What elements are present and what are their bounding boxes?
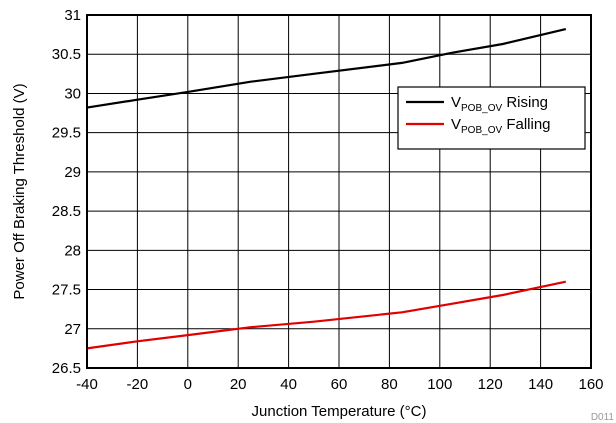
x-tick-label: 20: [230, 376, 247, 393]
legend-label-suffix: Rising: [502, 94, 548, 111]
legend-label-1: VPOB_OV Falling: [451, 116, 551, 136]
legend-label-subscript: POB_OV: [461, 125, 502, 136]
x-tick-label: 0: [184, 376, 192, 393]
y-axis-title: Power Off Braking Threshold (V): [11, 83, 28, 299]
x-tick-label: 160: [578, 376, 603, 393]
legend-label-suffix: Falling: [502, 116, 550, 133]
x-axis-title: Junction Temperature (°C): [252, 403, 427, 420]
y-tick-label: 28: [64, 242, 81, 259]
x-tick-label: 80: [381, 376, 398, 393]
x-tick-label: -20: [127, 376, 149, 393]
figure-code: D011: [591, 412, 615, 423]
y-tick-label: 29: [64, 164, 81, 181]
legend-label-main: V: [451, 94, 461, 111]
y-tick-label: 27.5: [52, 282, 81, 299]
plot-frame: [86, 14, 592, 369]
y-tick-label: 28.5: [52, 203, 81, 220]
x-tick-label: 100: [427, 376, 452, 393]
y-tick-labels: 26.5 27 27.5 28 28.5 29 29.5 30 30.5 31: [52, 7, 81, 377]
grid-lines: [86, 14, 592, 369]
x-tick-label: -40: [76, 376, 98, 393]
x-tick-label: 60: [331, 376, 348, 393]
series-line-0: [86, 28, 567, 109]
x-tick-label: 140: [528, 376, 553, 393]
y-tick-label: 30.5: [52, 46, 81, 63]
x-tick-label: 40: [280, 376, 297, 393]
y-tick-label: 31: [64, 7, 81, 24]
legend-label-0: VPOB_OV Rising: [451, 94, 548, 114]
legend-label-main: V: [451, 116, 461, 133]
x-tick-label: 120: [478, 376, 503, 393]
legend-label-subscript: POB_OV: [461, 103, 502, 114]
x-tick-labels: -40 -20 0 20 40 60 80 100 120 140 160: [76, 376, 603, 393]
series-lines: [86, 28, 567, 350]
y-tick-label: 27: [64, 321, 81, 338]
y-tick-label: 26.5: [52, 360, 81, 377]
legend-box: [397, 86, 586, 150]
series-line-1: [86, 280, 567, 350]
y-tick-label: 29.5: [52, 125, 81, 142]
y-tick-label: 30: [64, 85, 81, 102]
